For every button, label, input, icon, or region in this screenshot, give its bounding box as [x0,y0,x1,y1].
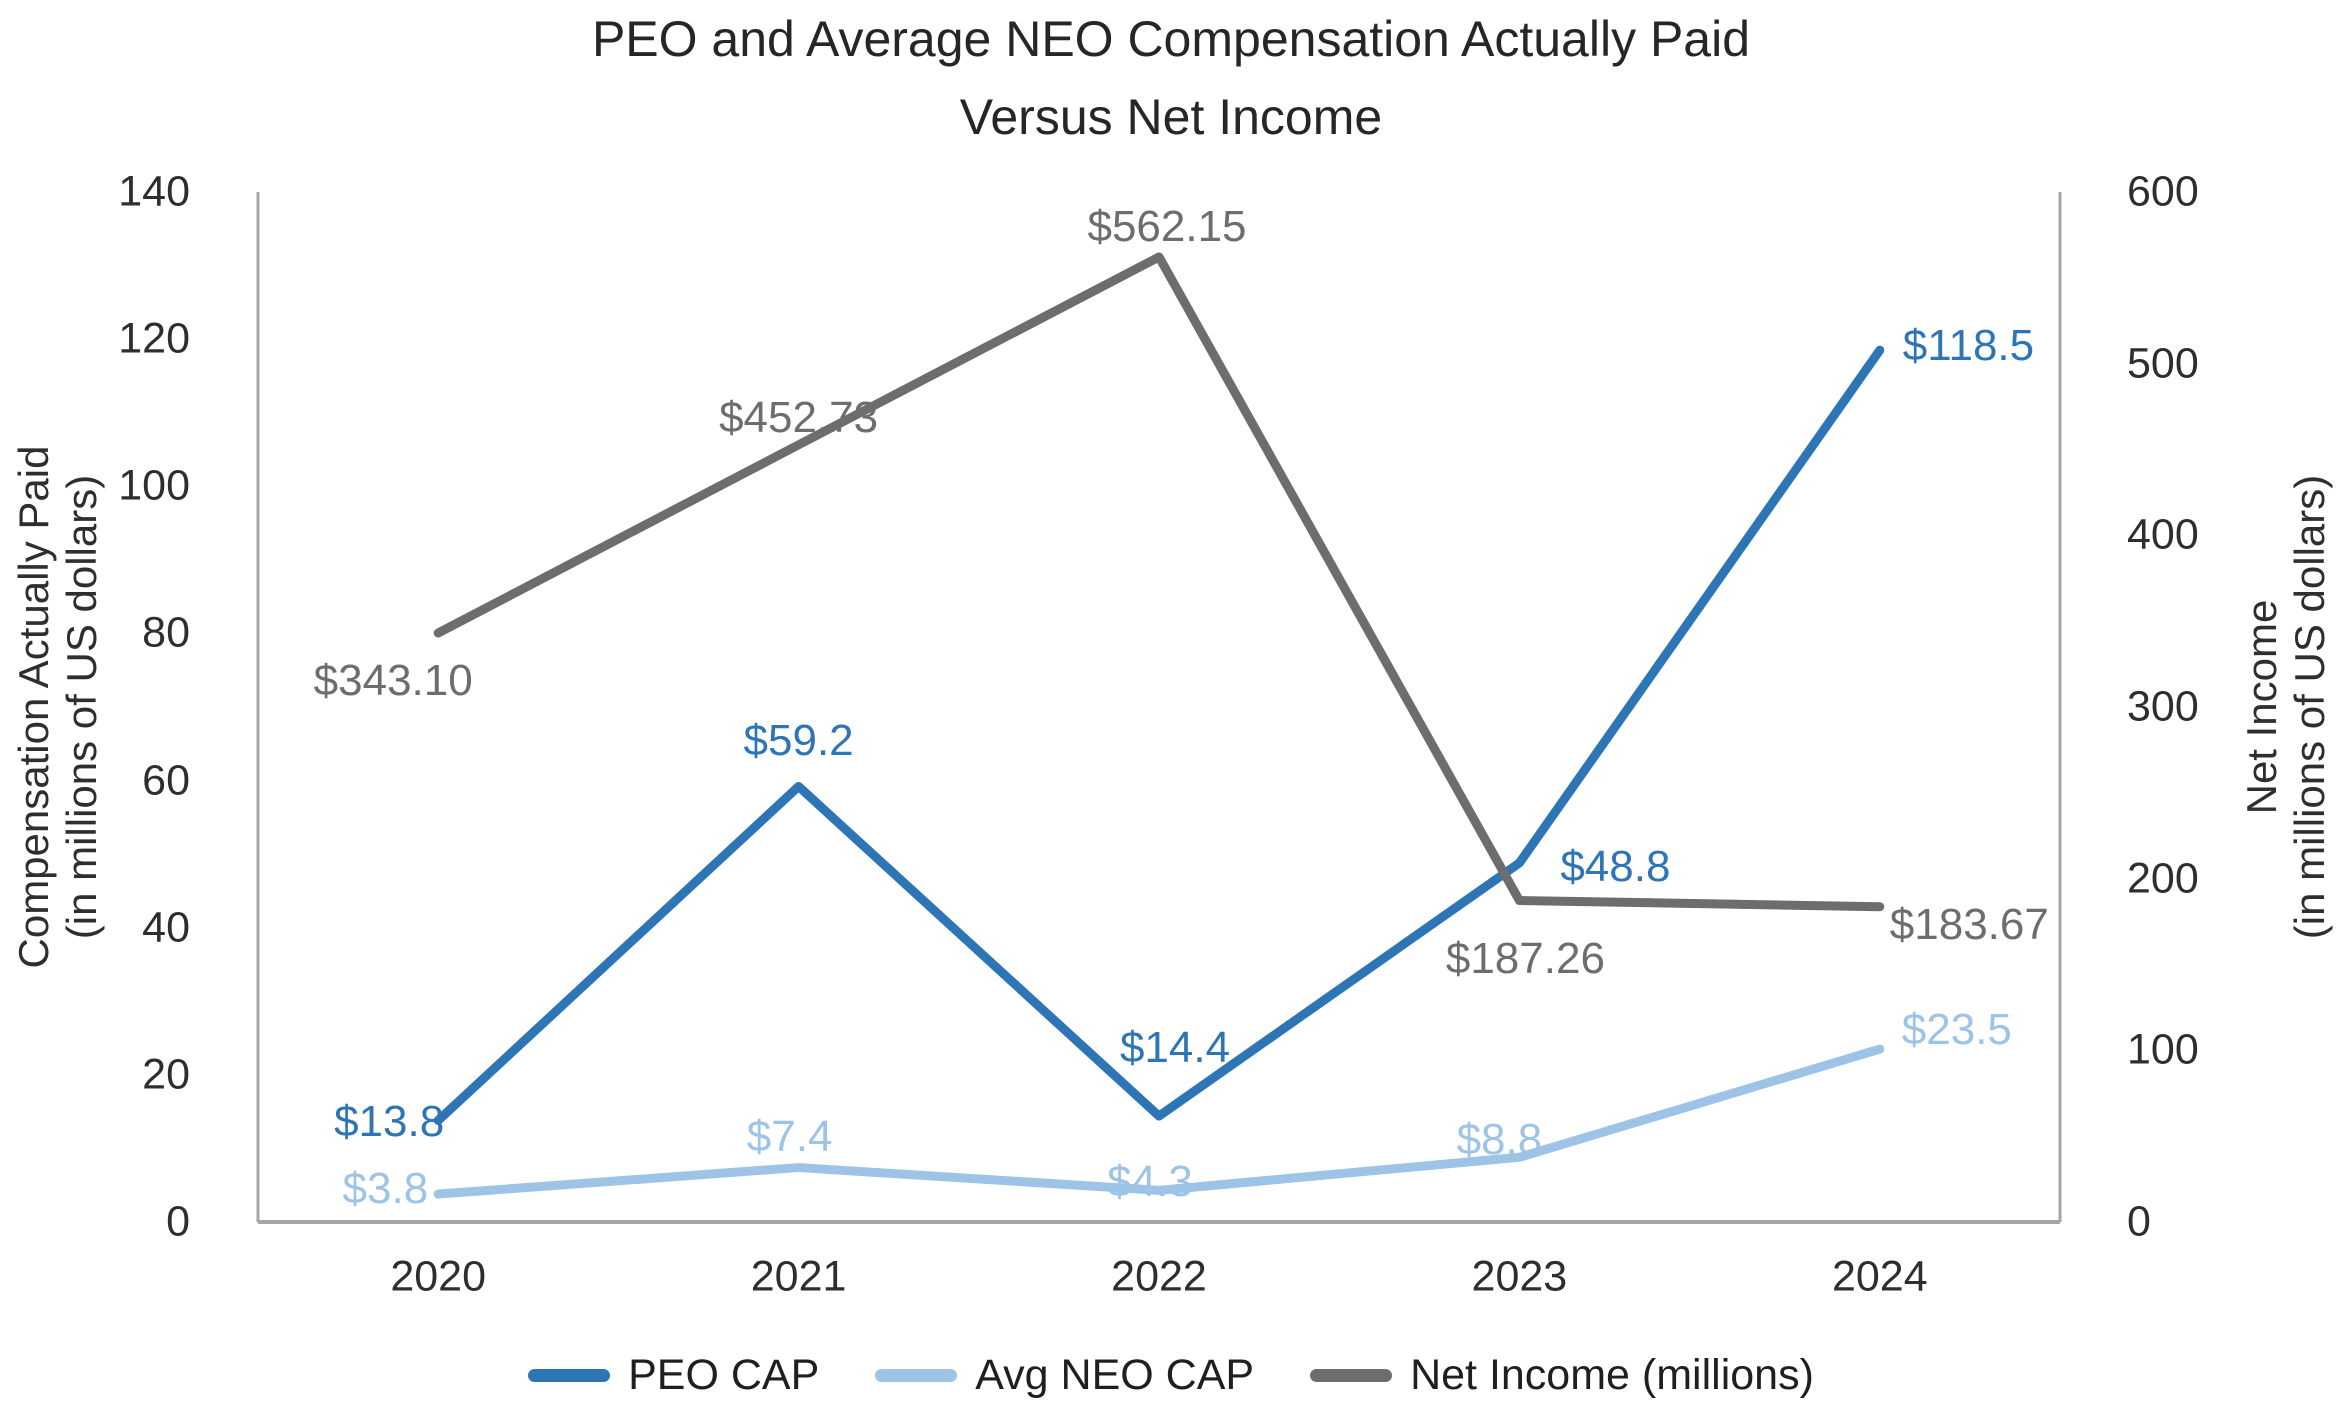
left-axis-tick: 20 [142,1050,190,1099]
legend-swatch [875,1368,958,1382]
legend-label: Avg NEO CAP [975,1350,1255,1399]
left-axis-tick: 0 [166,1197,190,1246]
peo-cap-data-label: $118.5 [1902,321,2035,371]
net-income-millions-data-label: $452.73 [719,392,879,442]
left-axis-tick: 40 [142,903,190,952]
right-axis-tick: 0 [2127,1197,2151,1246]
left-axis-tick: 120 [118,314,190,363]
net-income-millions-data-label: $183.67 [1889,899,2049,949]
x-axis-tick: 2023 [1471,1252,1568,1301]
avg-neo-cap-data-label: $7.4 [746,1111,833,1161]
right-axis-tick: 200 [2127,854,2199,903]
right-axis-tick: 400 [2127,510,2199,559]
peo-cap-line [433,345,1885,1125]
right-axis-tick: 600 [2127,167,2199,216]
avg-neo-cap-data-label: $23.5 [1901,1005,2012,1055]
left-axis-tick: 140 [118,167,190,216]
right-axis-tick: 500 [2127,339,2199,388]
legend-item-net-income-millions: Net Income (millions) [1310,1351,1814,1400]
x-axis-tick: 2020 [390,1252,487,1301]
avg-neo-cap-line [433,1044,1885,1199]
peo-cap-data-label: $59.2 [743,716,854,766]
avg-neo-cap-data-label: $8.8 [1456,1115,1543,1165]
chart-title-line2: Versus Net Income [959,89,1383,145]
left-axis-tick: 60 [142,756,190,805]
legend-label: Net Income (millions) [1410,1350,1814,1399]
avg-neo-cap-data-label: $3.8 [342,1164,429,1214]
x-axis-tick: 2021 [750,1252,847,1301]
left-axis-tick: 100 [118,461,190,510]
peo-cap-data-label: $48.8 [1560,841,1671,891]
net-income-millions-data-label: $343.10 [313,656,473,705]
legend-item-avg-neo-cap: Avg NEO CAP [875,1351,1254,1400]
legend-swatch [528,1368,611,1382]
net-income-millions-data-label: $562.15 [1087,201,1247,251]
peo-cap-data-label: $14.4 [1119,1023,1231,1073]
x-axis-tick: 2022 [1111,1252,1207,1301]
avg-neo-cap-data-label: $4.3 [1107,1157,1193,1207]
chart-title-line1: PEO and Average NEO Compensation Actuall… [591,11,1751,67]
right-axis-tick: 100 [2127,1025,2199,1074]
chart-legend: PEO CAP Avg NEO CAP Net Income (millions) [0,1346,2342,1404]
right-axis-tick: 300 [2127,682,2199,731]
net-income-millions-data-label: $187.26 [1445,933,1605,983]
legend-swatch [1310,1368,1393,1382]
legend-label: PEO CAP [628,1350,820,1399]
left-axis-tick: 80 [142,608,190,657]
peo-cap-data-label: $13.8 [334,1097,445,1147]
legend-item-peo-cap: PEO CAP [528,1351,819,1400]
x-axis-tick: 2024 [1831,1252,1928,1301]
net-income-millions-line [433,252,1885,912]
